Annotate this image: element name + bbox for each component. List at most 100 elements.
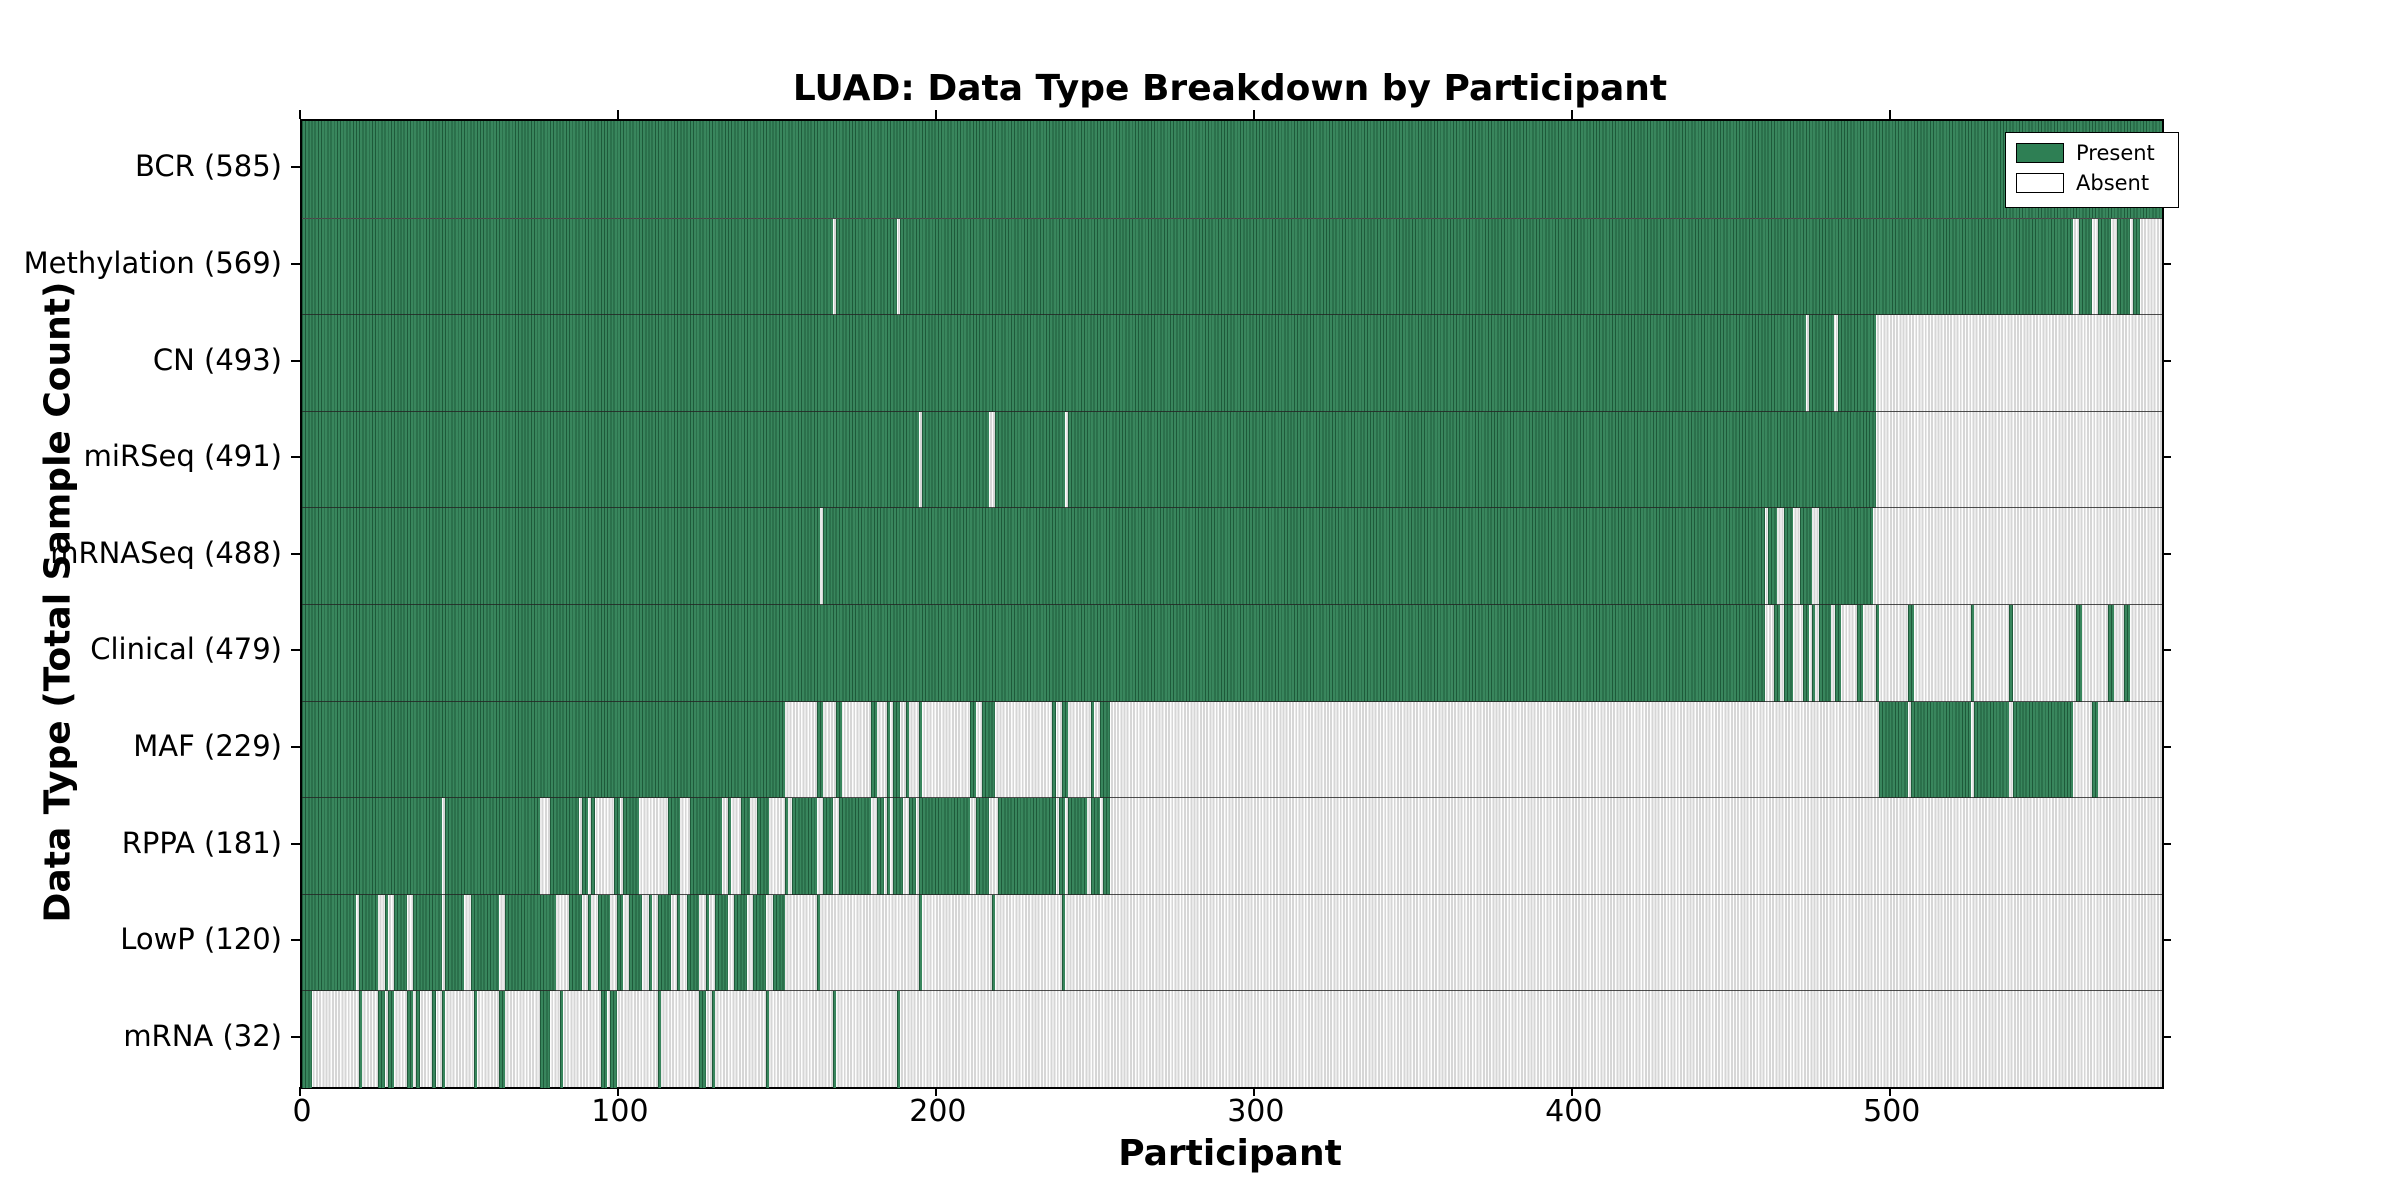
present-segment (302, 315, 1806, 412)
present-segment (2098, 218, 2112, 316)
present-segment (893, 798, 903, 895)
present-segment (648, 894, 652, 992)
present-segment (2076, 605, 2083, 702)
present-segment (2012, 701, 2073, 799)
present-segment (887, 701, 891, 799)
present-segment (2009, 605, 2013, 702)
present-segment (969, 701, 977, 799)
y-tick (2162, 552, 2171, 555)
present-segment (1090, 798, 1101, 895)
present-segment (699, 991, 706, 1088)
present-segment (2133, 218, 2140, 316)
present-segment (559, 991, 563, 1088)
y-tick (291, 1035, 300, 1038)
chart-title: LUAD: Data Type Breakdown by Participant (792, 68, 1668, 109)
heatmap-row-lowp (302, 893, 2162, 992)
heatmap-row-bcr (302, 121, 2162, 218)
row-label-lowp: LowP (120) (120, 922, 282, 957)
present-segment (406, 991, 414, 1088)
present-segment (302, 218, 833, 316)
present-segment (918, 894, 922, 992)
present-segment (899, 218, 2073, 316)
heatmap-row-maf (302, 700, 2162, 799)
y-tick (2162, 1035, 2171, 1038)
present-segment (906, 701, 910, 799)
present-segment (658, 991, 662, 1088)
present-segment (918, 701, 922, 799)
x-axis-label: Participant (1118, 1133, 1342, 1174)
present-segment (922, 411, 989, 509)
y-tick (2162, 745, 2171, 748)
present-segment (591, 798, 595, 895)
present-segment (887, 798, 891, 895)
heatmap-row-mrna (302, 990, 2162, 1088)
legend: Present Absent (2005, 132, 2179, 208)
present-segment (1910, 701, 1972, 799)
present-segment (302, 798, 442, 895)
present-segment (445, 798, 541, 895)
x-tick (934, 1087, 937, 1096)
y-tick (291, 649, 300, 652)
present-segment (616, 894, 624, 992)
present-segment (918, 798, 970, 895)
row-label-methylation: Methylation (569) (23, 245, 282, 280)
present-segment (1802, 605, 1810, 702)
present-segment (893, 701, 900, 799)
present-segment (302, 991, 312, 1088)
heatmap-row-clinical (302, 604, 2162, 702)
y-tick (291, 359, 300, 362)
present-segment (740, 798, 751, 895)
present-segment (384, 894, 388, 992)
x-tick (299, 1087, 301, 1096)
present-segment (1974, 701, 2010, 799)
present-segment (817, 894, 821, 992)
present-segment (823, 508, 1765, 605)
present-segment (772, 894, 786, 992)
present-segment (871, 701, 878, 799)
heatmap-row-cn (302, 314, 2162, 412)
y-tick (291, 262, 300, 265)
present-segment (689, 798, 722, 895)
x-tick (1252, 1087, 1255, 1096)
y-tick (291, 166, 300, 169)
present-segment (432, 991, 436, 1088)
present-segment (839, 798, 872, 895)
present-segment (1818, 508, 1873, 605)
present-segment (823, 798, 833, 895)
present-segment (1767, 508, 1778, 605)
present-segment (991, 894, 996, 992)
present-segment (1068, 411, 1876, 509)
present-segment (1809, 315, 1835, 412)
present-segment (1783, 508, 1794, 605)
present-segment (832, 991, 837, 1088)
x-tick-label: 400 (1545, 1094, 1603, 1129)
legend-entry-present: Present (2016, 141, 2168, 165)
present-segment (2117, 218, 2131, 316)
present-segment (896, 991, 900, 1088)
y-tick (291, 842, 300, 845)
present-segment (1068, 798, 1088, 895)
row-label-maf: MAF (229) (133, 728, 282, 763)
present-segment (667, 798, 681, 895)
legend-label: Absent (2076, 171, 2150, 195)
present-segment (1061, 701, 1069, 799)
x-tick (616, 110, 619, 119)
present-segment (2107, 605, 2115, 702)
present-segment (473, 991, 477, 1088)
present-segment (817, 701, 824, 799)
present-segment (1971, 605, 1975, 702)
present-segment (302, 411, 919, 509)
present-segment (909, 798, 916, 895)
present-segment (715, 894, 729, 992)
present-segment (499, 991, 506, 1088)
present-segment (1875, 605, 1880, 702)
present-segment (359, 894, 379, 992)
present-segment (677, 894, 681, 992)
present-segment (302, 701, 786, 799)
present-segment (387, 991, 395, 1088)
present-segment (394, 894, 407, 992)
row-label-mirseq: miRSeq (491) (83, 439, 282, 474)
present-segment (378, 991, 385, 1088)
x-tick (616, 1087, 619, 1096)
y-tick (2162, 649, 2171, 652)
